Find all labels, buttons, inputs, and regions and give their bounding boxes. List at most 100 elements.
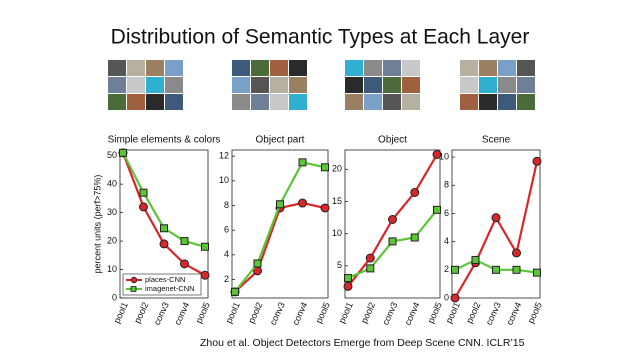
thumbnail	[383, 77, 401, 93]
point	[533, 268, 541, 277]
plot-frame	[231, 149, 329, 299]
legend-label: imagenet-CNN	[145, 284, 195, 293]
point	[512, 248, 521, 258]
point	[253, 259, 262, 268]
thumbnail	[146, 60, 164, 76]
legend-box	[122, 273, 202, 296]
citation: Zhou et al. Object Detectors Emerge from…	[200, 337, 525, 349]
point	[119, 148, 127, 157]
y-tick-label: 10	[219, 175, 229, 185]
thumbnail	[232, 94, 250, 110]
point	[410, 187, 420, 197]
thumbnail	[127, 77, 145, 93]
thumbnail	[108, 60, 126, 76]
point	[451, 265, 459, 274]
point	[471, 255, 480, 264]
point	[433, 205, 441, 214]
thumbnail	[232, 60, 250, 76]
point	[532, 156, 542, 166]
thumbnail	[165, 94, 183, 110]
thumbnail	[383, 94, 401, 110]
y-tick-label: 4	[444, 236, 449, 246]
thumbnail	[165, 77, 183, 93]
point	[160, 224, 168, 233]
point	[344, 274, 352, 283]
y-axis-label: percent units (perf>75%)	[92, 175, 102, 274]
y-tick-label: 8	[224, 200, 229, 210]
thumbnail	[289, 94, 307, 110]
point	[200, 270, 210, 280]
y-tick-label: 10	[439, 151, 449, 161]
thumbnail	[270, 94, 288, 110]
thumbnail	[383, 60, 401, 76]
point	[201, 242, 209, 251]
y-tick-label: 8	[444, 180, 449, 190]
y-tick-label: 0	[112, 292, 117, 302]
y-tick-label: 12	[219, 151, 229, 161]
thumbnail	[498, 77, 516, 93]
thumbnail	[289, 77, 307, 93]
point	[139, 202, 148, 212]
legend-label: places-CNN	[145, 275, 185, 284]
thumbnail	[479, 60, 497, 76]
point	[410, 233, 419, 242]
y-tick-label: 2	[224, 274, 229, 284]
thumbnail	[108, 94, 126, 110]
chart-title: Object part	[256, 135, 305, 146]
thumbnail	[270, 77, 288, 93]
y-tick-label: 10	[107, 264, 117, 274]
point	[180, 237, 189, 246]
thumbnail	[517, 60, 535, 76]
point	[512, 265, 521, 274]
thumbnail	[251, 94, 269, 110]
y-tick-label: 15	[332, 196, 342, 206]
thumbnail	[364, 60, 382, 76]
thumbnail	[345, 77, 363, 93]
thumbnail	[498, 94, 516, 110]
y-tick-label: 5	[337, 260, 342, 270]
point	[231, 287, 239, 296]
thumbnail	[345, 94, 363, 110]
y-tick-label: 50	[107, 150, 117, 160]
chart-title: Scene	[482, 135, 511, 146]
point	[180, 259, 189, 269]
thumbnail	[460, 94, 478, 110]
point	[492, 265, 500, 274]
thumbnail	[460, 77, 478, 93]
slide-title: Distribution of Semantic Types at Each L…	[111, 26, 530, 49]
thumbnail	[127, 94, 145, 110]
y-tick-label: 40	[107, 179, 117, 189]
thumbnail	[146, 94, 164, 110]
thumbnail	[251, 60, 269, 76]
y-tick-label: 2	[444, 264, 449, 274]
thumbnail	[345, 60, 363, 76]
thumbnail	[402, 60, 420, 76]
y-tick-label: 0	[444, 292, 449, 302]
y-tick-label: 20	[107, 235, 117, 245]
thumbnail	[498, 60, 516, 76]
thumbnail	[517, 94, 535, 110]
thumbnail	[232, 77, 250, 93]
legend-marker	[130, 276, 138, 284]
point	[276, 200, 284, 209]
thumbnail	[364, 94, 382, 110]
thumbnail	[364, 77, 382, 93]
y-tick-label: 20	[332, 164, 342, 174]
thumbnail	[402, 77, 420, 93]
plot-frame	[344, 149, 441, 299]
thumbnail	[146, 77, 164, 93]
point	[432, 150, 442, 160]
thumbnail	[251, 77, 269, 93]
thumbnail	[479, 77, 497, 93]
thumbnail	[479, 94, 497, 110]
y-tick-label: 6	[224, 225, 229, 235]
point	[343, 281, 353, 291]
y-tick-label: 30	[107, 207, 117, 217]
point	[298, 198, 307, 208]
thumbnail	[460, 60, 478, 76]
point	[450, 293, 460, 303]
point	[159, 239, 169, 249]
plot-frame	[119, 149, 209, 299]
legend-marker	[130, 286, 137, 292]
